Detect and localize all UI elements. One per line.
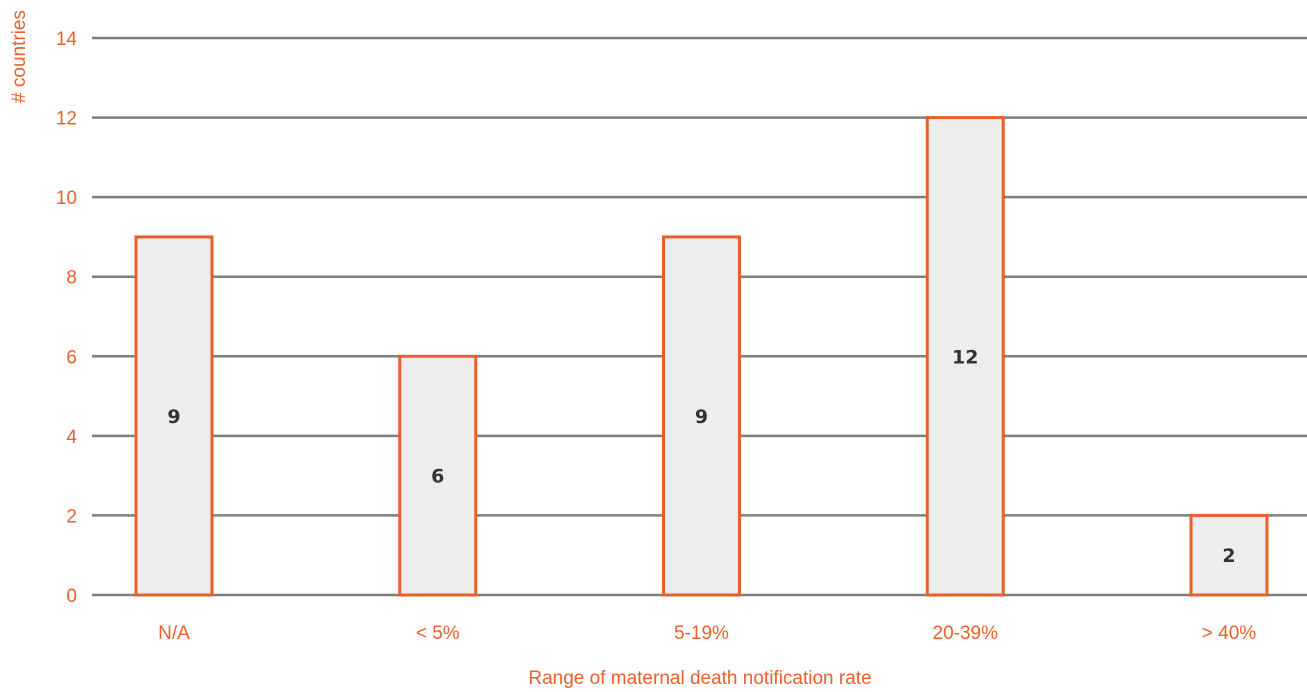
y-tick-label: 14 [56, 29, 78, 50]
x-tick-label: < 5% [416, 623, 460, 644]
bar [398, 354, 478, 597]
y-tick-label: 0 [66, 586, 77, 607]
x-tick-label: 5-19% [674, 623, 729, 644]
y-tick-label: 6 [66, 347, 77, 368]
bar [662, 235, 741, 597]
x-tick-label: N/A [158, 623, 190, 644]
bar [925, 116, 1005, 597]
bars [134, 116, 1269, 597]
data-label: 9 [695, 406, 708, 428]
bar [1189, 513, 1269, 597]
y-tick-label: 12 [56, 109, 77, 130]
data-label: 6 [431, 466, 444, 488]
y-tick-labels: 0 2 4 6 8 10 12 14 [56, 29, 78, 607]
y-tick-label: 2 [66, 506, 77, 527]
x-axis-title: Range of maternal death notification rat… [528, 668, 871, 689]
y-axis-title: # countries [9, 10, 30, 103]
data-label: 9 [167, 406, 180, 428]
x-tick-label: 20-39% [933, 623, 999, 644]
data-label: 12 [952, 346, 978, 368]
y-tick-label: 8 [66, 268, 77, 289]
y-tick-label: 4 [66, 427, 77, 448]
data-label: 2 [1222, 545, 1235, 567]
x-tick-labels: N/A < 5% 5-19% 20-39% > 40% [158, 623, 1256, 644]
data-labels: 9 6 9 12 2 [167, 346, 1235, 567]
x-tick-label: > 40% [1202, 623, 1257, 644]
bar [134, 235, 214, 597]
y-tick-label: 10 [56, 188, 77, 209]
